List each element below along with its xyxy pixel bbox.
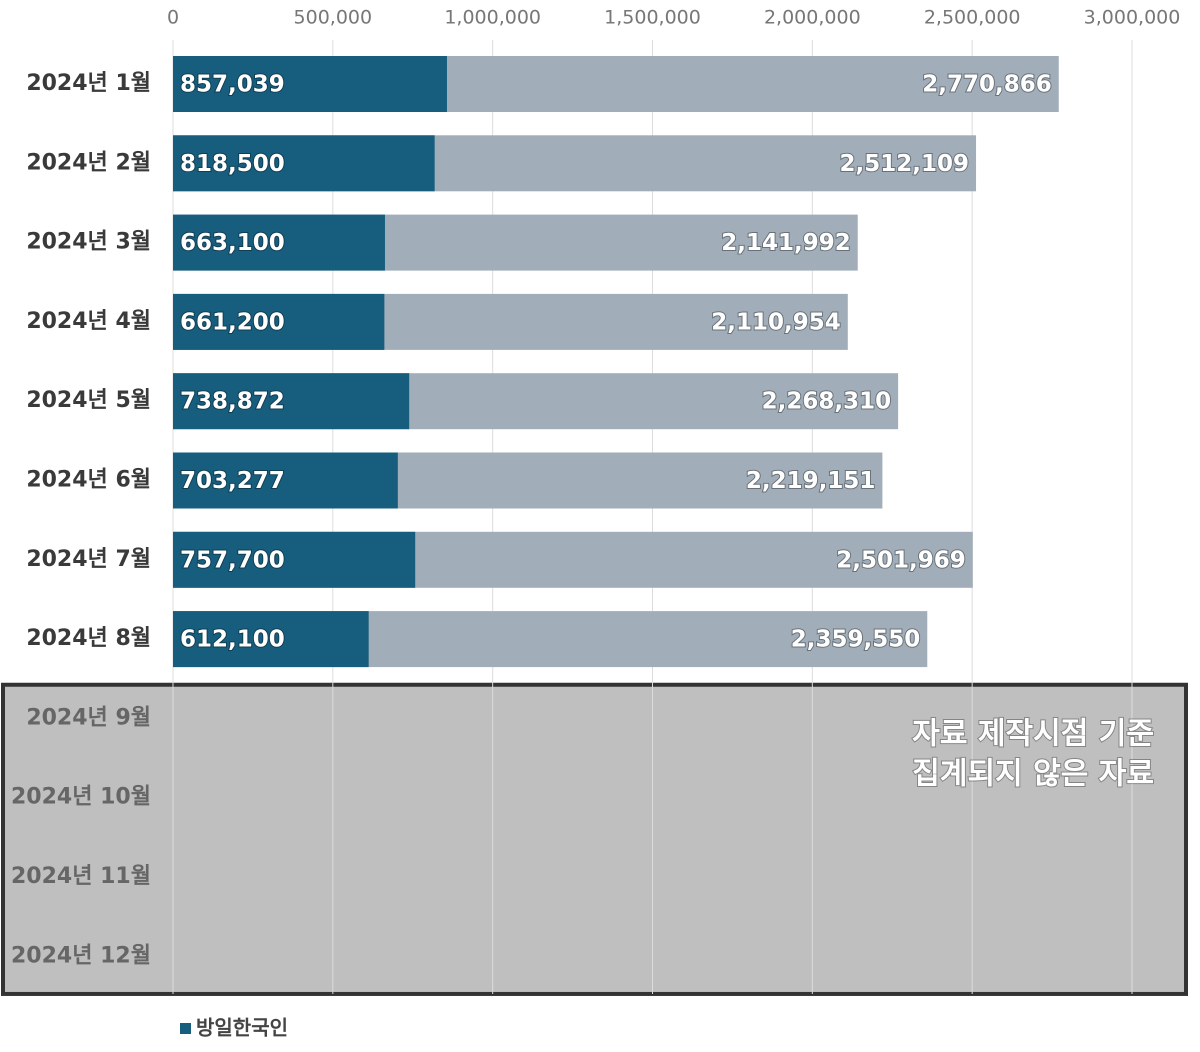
- y-tick-label: 2024년 10월: [11, 785, 151, 810]
- x-tick-label: 1,000,000: [444, 7, 541, 29]
- y-tick-label: 2024년 3월: [26, 230, 151, 255]
- y-tick-label: 2024년 6월: [26, 468, 151, 493]
- data-label: 818,500: [180, 151, 285, 177]
- no-data-box: [1, 682, 1188, 996]
- data-label: 738,872: [180, 389, 285, 415]
- bar: [173, 452, 398, 509]
- data-label: 2,268,310: [762, 389, 892, 415]
- annotation: 자료 제작시점 기준: [912, 717, 1154, 752]
- x-tick-label: 500,000: [294, 7, 373, 29]
- legend-label: 방일한국인: [196, 1016, 288, 1040]
- bar: [173, 531, 416, 588]
- data-label: 2,512,109: [840, 151, 970, 177]
- data-label: 2,110,954: [711, 309, 841, 335]
- y-tick-label: 2024년 4월: [26, 309, 151, 334]
- bar: [173, 214, 385, 271]
- x-tick-label: 2,000,000: [764, 7, 861, 29]
- y-tick-label: 2024년 1월: [26, 71, 151, 96]
- y-tick-label: 2024년 9월: [26, 705, 151, 730]
- bar: [173, 373, 410, 430]
- data-label: 757,700: [180, 547, 285, 573]
- y-tick-label: 2024년 8월: [26, 626, 151, 651]
- data-label: 703,277: [180, 468, 285, 494]
- y-tick-label: 2024년 2월: [26, 150, 151, 175]
- legend-swatch: [180, 1023, 191, 1034]
- x-tick-label: 2,500,000: [924, 7, 1021, 29]
- data-label: 2,770,866: [922, 72, 1052, 98]
- data-label: 2,359,550: [791, 627, 921, 653]
- y-tick-label: 2024년 12월: [11, 943, 151, 968]
- data-label: 663,100: [180, 230, 285, 256]
- bar: [173, 611, 369, 668]
- data-label: 857,039: [180, 72, 285, 98]
- annotation: 집계되지 않은 자료: [912, 757, 1154, 792]
- data-label: 2,219,151: [746, 468, 876, 494]
- bar: [173, 56, 447, 112]
- data-label: 2,501,969: [836, 547, 966, 573]
- y-tick-label: 2024년 5월: [26, 388, 151, 413]
- x-tick-label: 0: [167, 7, 179, 29]
- y-tick-label: 2024년 7월: [26, 547, 151, 572]
- data-label: 2,141,992: [721, 230, 851, 256]
- x-tick-label: 3,000,000: [1084, 7, 1181, 29]
- data-label: 612,100: [180, 627, 285, 653]
- data-label: 661,200: [180, 309, 285, 335]
- y-tick-label: 2024년 11월: [11, 864, 151, 889]
- bar: [173, 135, 435, 192]
- bar: [173, 293, 385, 350]
- x-tick-label: 1,500,000: [604, 7, 701, 29]
